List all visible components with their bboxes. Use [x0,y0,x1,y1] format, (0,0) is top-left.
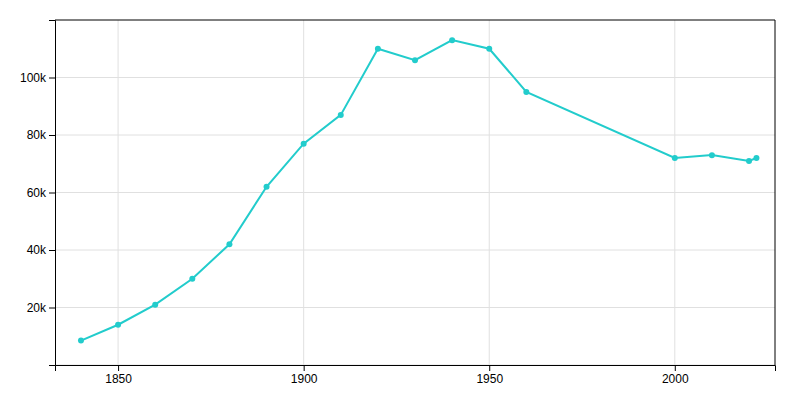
point [301,141,307,147]
line [81,40,756,340]
x-tick-mark [675,365,676,371]
x-tick-mark [304,365,305,371]
point [523,89,529,95]
y-tick: 60k [27,186,55,200]
y-tick: 80k [27,128,55,142]
point [264,184,270,190]
point [746,158,752,164]
point [152,302,158,308]
grid-line-x [118,20,119,365]
x-tick-label: 2000 [662,372,689,386]
y-tick-mark [49,365,55,366]
x-tick-label: 1950 [476,372,503,386]
y-tick-mark [49,78,55,79]
point [412,57,418,63]
point [375,46,381,52]
grid-line-x [489,20,490,365]
point [115,322,121,328]
x-tick: 2000 [662,365,689,386]
y-tick: 100k [20,71,55,85]
plot: 1850 1900 1950 2000 20k 40k 60k 80k 100k [20,20,776,386]
y-tick: 40k [27,243,55,257]
y-tick-mark [49,193,55,194]
x-tick: 1900 [291,365,318,386]
x-axis: 1850 1900 1950 2000 [56,365,776,386]
grid [55,20,775,365]
y-tick-label: 80k [27,128,47,142]
point [672,155,678,161]
y-tick-mark [49,250,55,251]
grid-line-y [55,307,775,308]
x-tick: 1950 [476,365,503,386]
plot-frame-top [55,20,775,21]
grid-line-y [55,250,775,251]
x-tick-mark [118,365,119,371]
marks [78,37,759,343]
plot-frame-right [775,20,776,365]
point [226,241,232,247]
y-tick [49,365,55,366]
point [338,112,344,118]
point [709,152,715,158]
chart: 1850 1900 1950 2000 20k 40k 60k 80k 100k [0,0,800,400]
grid-line-y [55,135,775,136]
y-tick: 20k [27,301,55,315]
grid-line-y [55,77,775,78]
grid-line-x [674,20,675,365]
point [189,276,195,282]
y-tick-label: 60k [27,186,47,200]
x-tick-label: 1850 [105,372,132,386]
x-tick-label: 1900 [291,372,318,386]
grid-line-y [55,192,775,193]
y-tick-mark [49,135,55,136]
y-tick-mark [49,308,55,309]
y-tick-label: 20k [27,301,47,315]
grid-line-x [303,20,304,365]
y-tick-label: 40k [27,243,47,257]
y-axis-line [49,21,56,366]
x-tick: 1850 [105,365,132,386]
point [78,338,84,344]
y-tick-label: 100k [20,71,47,85]
y-axis: 20k 40k 60k 80k 100k [20,21,56,366]
point [449,37,455,43]
x-axis-line [56,366,776,372]
point [486,46,492,52]
x-tick-mark [489,365,490,371]
point [753,155,759,161]
